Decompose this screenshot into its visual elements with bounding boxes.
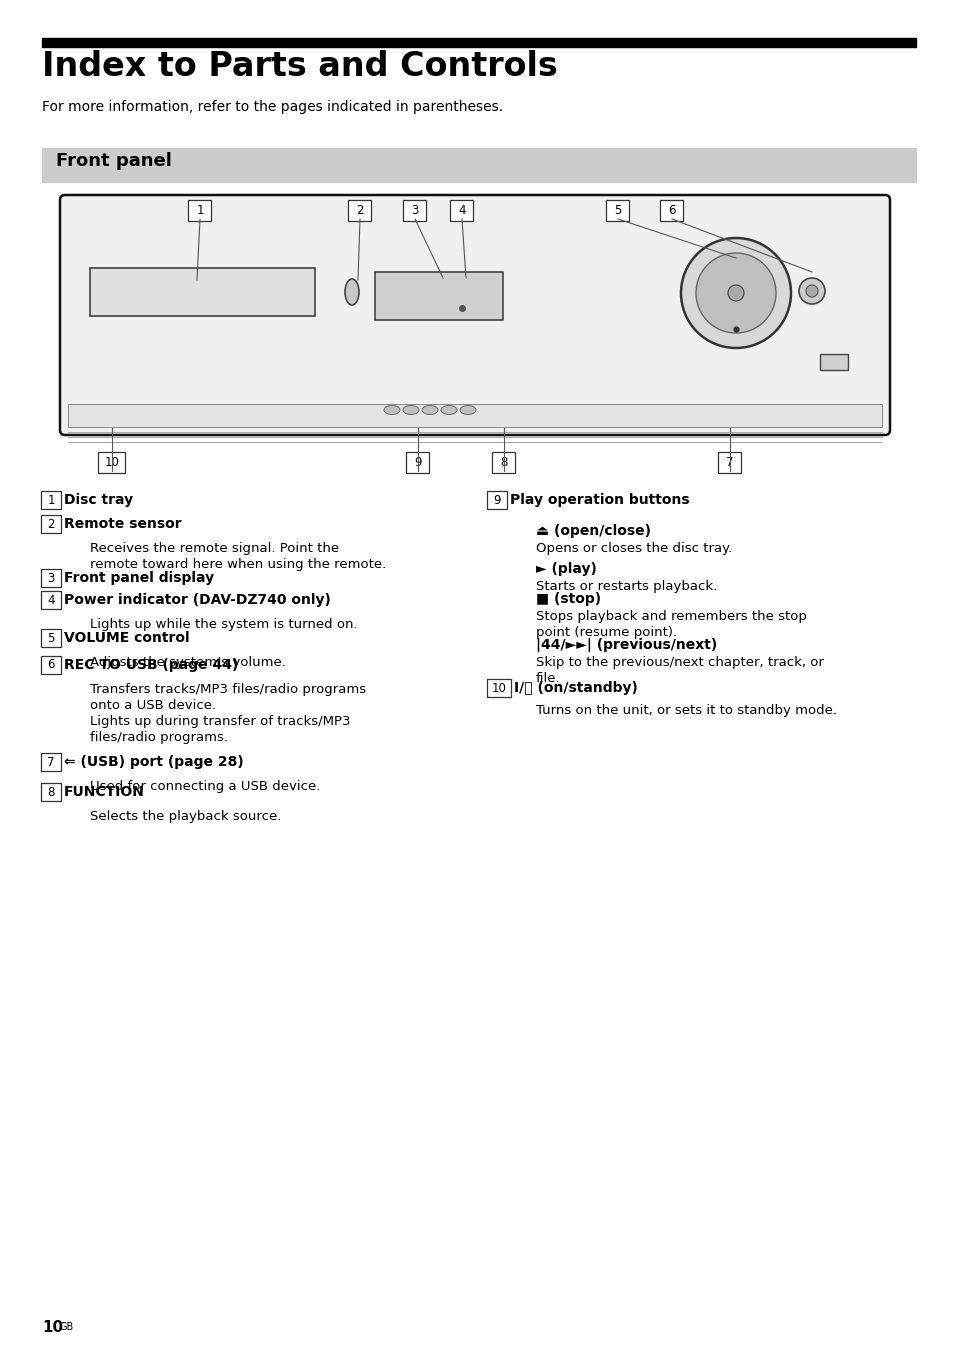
FancyBboxPatch shape	[41, 491, 61, 508]
Text: point (resume point).: point (resume point).	[536, 626, 677, 639]
FancyBboxPatch shape	[606, 200, 629, 220]
Ellipse shape	[421, 406, 437, 415]
FancyBboxPatch shape	[492, 452, 515, 472]
FancyBboxPatch shape	[403, 200, 426, 220]
Text: remote toward here when using the remote.: remote toward here when using the remote…	[90, 558, 386, 571]
Circle shape	[727, 285, 743, 301]
FancyBboxPatch shape	[659, 200, 682, 220]
Text: Starts or restarts playback.: Starts or restarts playback.	[536, 580, 717, 594]
Ellipse shape	[402, 406, 418, 415]
Text: REC TO USB (page 44): REC TO USB (page 44)	[64, 658, 238, 672]
Text: file.: file.	[536, 672, 560, 685]
Text: Remote sensor: Remote sensor	[64, 516, 181, 531]
Text: ⇐ (USB) port (page 28): ⇐ (USB) port (page 28)	[64, 754, 244, 769]
Text: 9: 9	[493, 493, 500, 507]
Bar	[68, 404, 882, 427]
FancyBboxPatch shape	[41, 656, 61, 675]
FancyBboxPatch shape	[348, 200, 371, 220]
Text: Play operation buttons: Play operation buttons	[510, 493, 689, 507]
FancyBboxPatch shape	[41, 783, 61, 800]
Text: Power indicator (DAV-DZ740 only): Power indicator (DAV-DZ740 only)	[64, 594, 331, 607]
Text: ■ (stop): ■ (stop)	[536, 592, 600, 606]
Text: Front panel display: Front panel display	[64, 571, 213, 585]
Ellipse shape	[345, 279, 358, 306]
Ellipse shape	[459, 406, 476, 415]
FancyBboxPatch shape	[406, 452, 429, 472]
Ellipse shape	[440, 406, 456, 415]
Text: Opens or closes the disc tray.: Opens or closes the disc tray.	[536, 542, 732, 556]
Text: 8: 8	[499, 456, 507, 469]
Text: 2: 2	[48, 518, 54, 530]
Text: 3: 3	[411, 204, 418, 216]
FancyBboxPatch shape	[718, 452, 740, 472]
FancyBboxPatch shape	[41, 569, 61, 587]
Text: 6: 6	[667, 204, 675, 216]
Bar	[42, 147, 915, 183]
FancyBboxPatch shape	[98, 452, 126, 472]
FancyBboxPatch shape	[41, 515, 61, 533]
Text: |44/►►| (previous/next): |44/►►| (previous/next)	[536, 638, 717, 652]
Text: Selects the playback source.: Selects the playback source.	[90, 810, 281, 823]
Text: 10: 10	[491, 681, 506, 695]
Text: FUNCTION: FUNCTION	[64, 786, 145, 799]
Bar	[90, 268, 314, 316]
Text: 4: 4	[457, 204, 465, 216]
Text: Stops playback and remembers the stop: Stops playback and remembers the stop	[536, 610, 806, 623]
Text: Transfers tracks/MP3 files/radio programs: Transfers tracks/MP3 files/radio program…	[90, 683, 366, 696]
Text: GB: GB	[60, 1322, 74, 1332]
Text: 10: 10	[42, 1320, 63, 1334]
FancyBboxPatch shape	[41, 591, 61, 608]
FancyBboxPatch shape	[486, 679, 511, 698]
Text: 1: 1	[196, 204, 204, 216]
Text: Disc tray: Disc tray	[64, 493, 133, 507]
Text: Used for connecting a USB device.: Used for connecting a USB device.	[90, 780, 320, 794]
Text: 5: 5	[614, 204, 621, 216]
FancyBboxPatch shape	[486, 491, 506, 508]
Text: ⏏ (open/close): ⏏ (open/close)	[536, 525, 650, 538]
Text: I/⏻ (on/standby): I/⏻ (on/standby)	[514, 681, 638, 695]
Text: 5: 5	[48, 631, 54, 645]
Text: 7: 7	[725, 456, 733, 469]
Circle shape	[799, 279, 824, 304]
Text: onto a USB device.: onto a USB device.	[90, 699, 216, 713]
Text: 3: 3	[48, 572, 54, 584]
Text: files/radio programs.: files/radio programs.	[90, 731, 228, 744]
Text: 6: 6	[48, 658, 54, 672]
Text: 4: 4	[48, 594, 54, 607]
Text: ► (play): ► (play)	[536, 562, 597, 576]
Text: For more information, refer to the pages indicated in parentheses.: For more information, refer to the pages…	[42, 100, 502, 114]
Text: Adjusts the system’s volume.: Adjusts the system’s volume.	[90, 656, 286, 669]
Text: VOLUME control: VOLUME control	[64, 631, 190, 645]
Bar	[820, 354, 847, 370]
Text: Skip to the previous/next chapter, track, or: Skip to the previous/next chapter, track…	[536, 656, 823, 669]
Text: Receives the remote signal. Point the: Receives the remote signal. Point the	[90, 542, 338, 556]
Circle shape	[805, 285, 817, 297]
Text: Turns on the unit, or sets it to standby mode.: Turns on the unit, or sets it to standby…	[536, 704, 836, 717]
Circle shape	[680, 238, 790, 347]
FancyBboxPatch shape	[450, 200, 473, 220]
Text: Front panel: Front panel	[56, 151, 172, 170]
Text: 8: 8	[48, 786, 54, 799]
Text: Index to Parts and Controls: Index to Parts and Controls	[42, 50, 558, 82]
Text: 1: 1	[48, 493, 54, 507]
Text: Lights up while the system is turned on.: Lights up while the system is turned on.	[90, 618, 357, 631]
Bar	[42, 38, 915, 47]
Text: 9: 9	[414, 456, 421, 469]
FancyBboxPatch shape	[189, 200, 212, 220]
FancyBboxPatch shape	[41, 753, 61, 771]
Text: Lights up during transfer of tracks/MP3: Lights up during transfer of tracks/MP3	[90, 715, 350, 727]
FancyBboxPatch shape	[60, 195, 889, 435]
Text: 10: 10	[105, 456, 119, 469]
Text: 2: 2	[355, 204, 363, 216]
FancyBboxPatch shape	[41, 629, 61, 648]
Circle shape	[696, 253, 775, 333]
Ellipse shape	[384, 406, 399, 415]
Text: 7: 7	[48, 756, 54, 768]
Bar	[375, 272, 502, 320]
